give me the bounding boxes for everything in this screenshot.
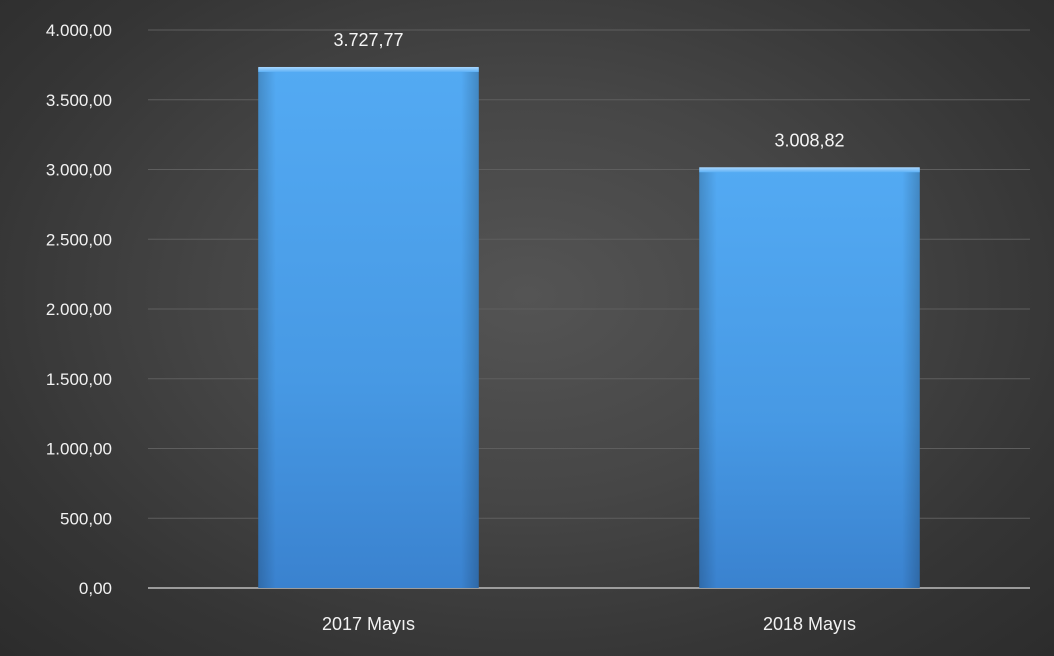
y-tick-label: 2.500,00 bbox=[46, 230, 112, 249]
y-tick-label: 3.500,00 bbox=[46, 91, 112, 110]
y-tick-label: 3.000,00 bbox=[46, 161, 112, 180]
y-tick-label: 1.000,00 bbox=[46, 440, 112, 459]
data-labels: 3.727,77 3.008,82 bbox=[333, 30, 844, 150]
bars bbox=[258, 66, 920, 589]
y-tick-label: 1.500,00 bbox=[46, 370, 112, 389]
y-tick-label: 0,00 bbox=[79, 579, 112, 598]
x-tick-label: 2018 Mayıs bbox=[763, 614, 856, 634]
x-axis: 2017 Mayıs 2018 Mayıs bbox=[322, 614, 856, 634]
bar bbox=[699, 167, 920, 589]
data-label: 3.727,77 bbox=[333, 30, 403, 50]
bar bbox=[258, 66, 479, 589]
y-tick-label: 500,00 bbox=[60, 509, 112, 528]
x-tick-label: 2017 Mayıs bbox=[322, 614, 415, 634]
data-label: 3.008,82 bbox=[774, 130, 844, 150]
y-tick-label: 2.000,00 bbox=[46, 300, 112, 319]
y-tick-label: 4.000,00 bbox=[46, 21, 112, 40]
